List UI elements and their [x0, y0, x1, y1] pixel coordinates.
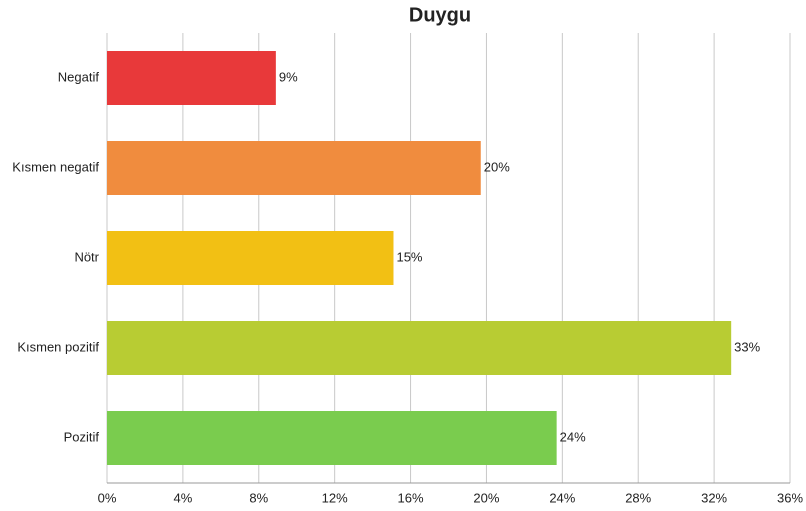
x-tick-label: 24% [549, 490, 575, 505]
data-label: 20% [484, 159, 510, 174]
y-tick-label: Negatif [58, 69, 100, 84]
x-tick-label: 28% [625, 490, 651, 505]
y-tick-label: Pozitif [64, 429, 100, 444]
x-tick-label: 0% [98, 490, 117, 505]
x-tick-label: 36% [777, 490, 803, 505]
bar [107, 411, 557, 465]
data-label: 9% [279, 69, 298, 84]
y-tick-label: Kısmen negatif [12, 159, 99, 174]
bar [107, 141, 481, 195]
x-tick-label: 16% [398, 490, 424, 505]
y-tick-label: Nötr [74, 249, 99, 264]
data-label: 24% [560, 429, 586, 444]
x-tick-label: 4% [173, 490, 192, 505]
x-tick-label: 32% [701, 490, 727, 505]
x-tick-label: 8% [249, 490, 268, 505]
bar [107, 51, 276, 105]
x-tick-label: 20% [473, 490, 499, 505]
data-label: 15% [396, 249, 422, 264]
data-label: 33% [734, 339, 760, 354]
x-tick-label: 12% [322, 490, 348, 505]
bar [107, 321, 732, 375]
y-tick-label: Kısmen pozitif [17, 339, 99, 354]
bar [107, 231, 394, 285]
chart-title: Duygu [409, 4, 471, 26]
